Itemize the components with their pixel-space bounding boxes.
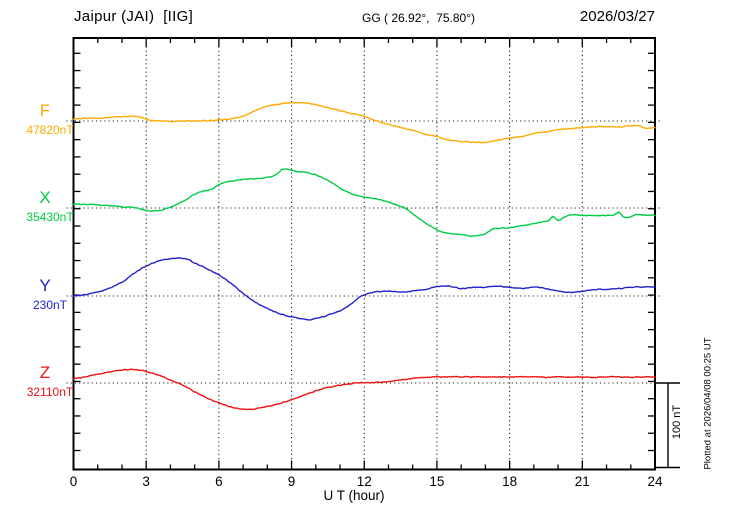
trace-letter-Z: Z <box>39 363 51 382</box>
trace-F <box>72 101 656 144</box>
trace-X <box>72 168 656 238</box>
x-tick-label-0: 0 <box>69 474 78 489</box>
trace-letter-X: X <box>39 188 51 207</box>
plot-date: 2026/03/27 <box>579 8 655 25</box>
scale-bar-label: 100 nT <box>671 404 683 440</box>
x-axis-title: U T (hour) <box>323 488 385 503</box>
x-tick-label-3: 3 <box>142 474 150 489</box>
x-tick-label-24: 24 <box>647 474 663 489</box>
trace-basevalue-X: 35430nT <box>26 210 74 224</box>
station-title: Jaipur (JAI) [IIG] <box>74 8 194 25</box>
plot-frame <box>72 37 656 471</box>
x-tick-label-15: 15 <box>429 474 445 489</box>
trace-Z <box>72 368 656 411</box>
geographic-coordinates: GG ( 26.92°, 75.80°) <box>362 11 475 25</box>
trace-Y <box>72 257 656 321</box>
x-tick-label-6: 6 <box>215 474 223 489</box>
trace-letter-F: F <box>39 101 51 120</box>
axis-ticks <box>72 38 656 470</box>
trace-basevalue-Y: 230nT <box>32 298 68 312</box>
plotted-at-note: Plotted at 2026/04/08 00:25 UT <box>702 337 714 470</box>
x-tick-label-9: 9 <box>287 474 296 489</box>
scale-bar <box>656 382 680 469</box>
gridlines <box>66 38 663 470</box>
x-tick-label-18: 18 <box>502 474 518 489</box>
trace-basevalue-F: 47820nT <box>26 123 74 137</box>
x-tick-label-12: 12 <box>356 474 372 489</box>
trace-letter-Y: Y <box>39 276 51 295</box>
trace-basevalue-Z: 32110nT <box>26 385 74 399</box>
x-tick-label-21: 21 <box>574 474 590 489</box>
